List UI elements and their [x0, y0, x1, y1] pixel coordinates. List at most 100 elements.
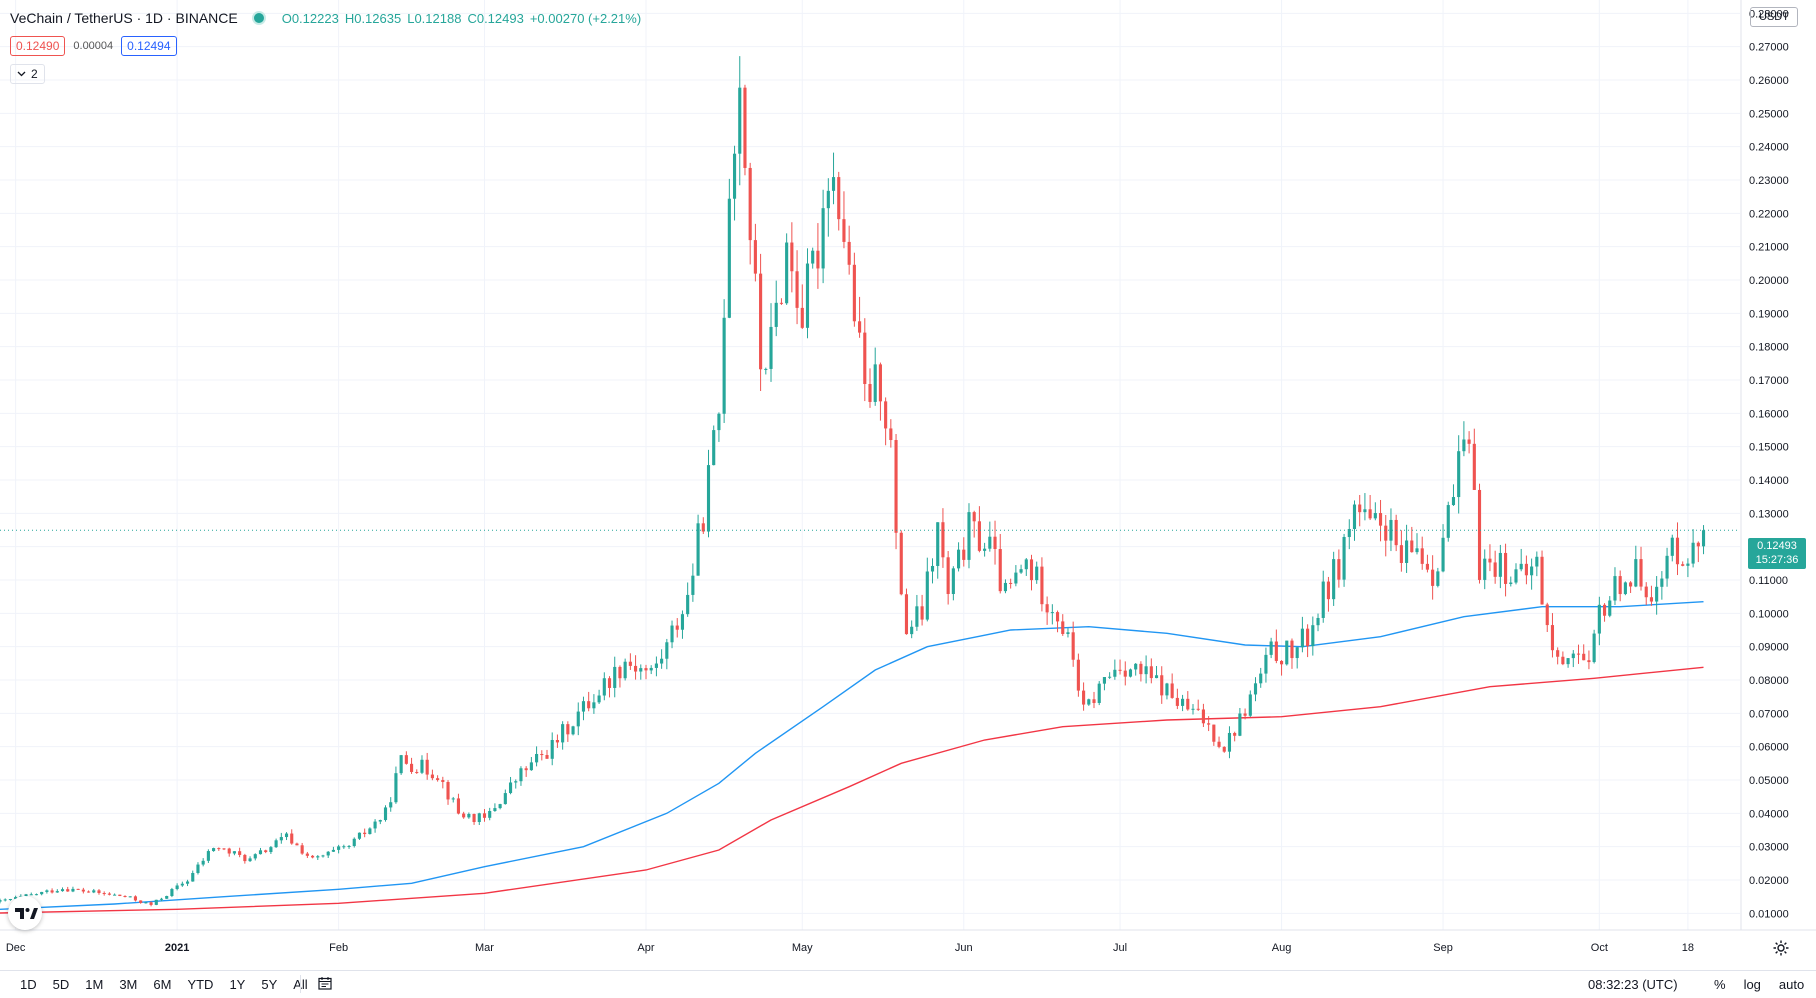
- candle: [0, 898, 2, 904]
- candle: [920, 594, 924, 626]
- candle-body: [910, 626, 914, 635]
- candle-body: [951, 568, 955, 595]
- candle: [514, 779, 518, 789]
- candle-body: [196, 864, 200, 873]
- candle-body: [1493, 562, 1497, 577]
- candle-body: [488, 811, 492, 818]
- candle-body: [972, 512, 976, 522]
- candle: [790, 222, 794, 293]
- candle: [1243, 708, 1247, 720]
- candle-body: [957, 549, 961, 569]
- candle: [222, 848, 226, 851]
- candle: [1024, 558, 1028, 576]
- candle-body: [1535, 556, 1539, 567]
- candle-body: [185, 881, 190, 884]
- candle: [326, 851, 330, 858]
- candle-body: [998, 549, 1002, 592]
- range-button-1y[interactable]: 1Y: [229, 977, 246, 992]
- candle: [1410, 526, 1414, 553]
- candle: [8, 898, 12, 901]
- ask-button[interactable]: 0.12494: [121, 36, 177, 56]
- candle-body: [1222, 746, 1226, 752]
- candle-body: [1269, 641, 1273, 655]
- goto-date-icon[interactable]: [318, 976, 332, 990]
- candle: [1128, 668, 1133, 678]
- candle: [1233, 731, 1237, 742]
- candle: [45, 889, 49, 894]
- candle: [352, 837, 356, 848]
- range-button-1d[interactable]: 1D: [20, 977, 37, 992]
- tradingview-logo[interactable]: [8, 896, 42, 930]
- range-button-3m[interactable]: 3M: [119, 977, 138, 992]
- candle: [71, 886, 75, 893]
- candle: [597, 689, 601, 705]
- candle-body: [347, 845, 351, 847]
- candle-body: [1483, 558, 1487, 580]
- candle-body: [795, 271, 799, 308]
- candle-body: [1441, 537, 1445, 572]
- log-scale-toggle[interactable]: log: [1743, 977, 1761, 992]
- utc-clock[interactable]: 08:32:23 (UTC): [1588, 977, 1678, 992]
- candle-body: [1014, 572, 1018, 584]
- y-tick-label: 0.17000: [1749, 375, 1789, 387]
- candle: [1337, 549, 1341, 588]
- range-button-1m[interactable]: 1M: [85, 977, 104, 992]
- candle: [503, 789, 507, 805]
- candle-body: [451, 798, 455, 800]
- candle-body: [212, 848, 216, 852]
- percent-scale-toggle[interactable]: %: [1714, 977, 1726, 992]
- candle: [1003, 579, 1008, 594]
- candle-body: [133, 896, 138, 901]
- indicators-toggle[interactable]: 2: [10, 64, 45, 84]
- currency-unit-badge[interactable]: USDT: [1750, 7, 1798, 27]
- x-tick-label: Mar: [475, 942, 494, 954]
- gear-icon[interactable]: [1772, 939, 1790, 957]
- range-button-6m[interactable]: 6M: [153, 977, 172, 992]
- candle: [1071, 621, 1075, 667]
- candle-body: [639, 668, 643, 672]
- candle-body: [503, 793, 507, 805]
- candle: [462, 811, 466, 819]
- candle-body: [1019, 569, 1023, 573]
- candle-body: [1384, 525, 1388, 541]
- candle-body: [743, 87, 747, 168]
- candle: [555, 734, 559, 748]
- candle: [1248, 690, 1252, 717]
- candle-body: [40, 891, 44, 895]
- range-button-5d[interactable]: 5D: [52, 977, 70, 992]
- candle: [847, 225, 851, 275]
- price-chart[interactable]: 0.01000 0.02000 0.03000 0.04000 0.05000 0.060…: [0, 0, 1816, 970]
- candle-body: [1576, 653, 1581, 655]
- candle: [936, 522, 940, 579]
- candle-body: [0, 900, 2, 902]
- candle: [342, 844, 346, 849]
- range-button-5y[interactable]: 5Y: [261, 977, 278, 992]
- candle: [842, 191, 846, 249]
- candle-body: [1550, 625, 1555, 651]
- candle-body: [1045, 604, 1049, 613]
- candle: [962, 537, 966, 567]
- candle-body: [1467, 439, 1471, 444]
- range-button-ytd[interactable]: YTD: [187, 977, 214, 992]
- candle: [274, 838, 278, 848]
- candle-body: [498, 804, 502, 809]
- candle: [212, 847, 216, 852]
- candle: [232, 851, 236, 856]
- candle-body: [154, 899, 158, 905]
- candle: [1097, 681, 1101, 706]
- symbol-legend[interactable]: VeChain / TetherUS · 1D · BINANCE O0.122…: [10, 10, 641, 26]
- candle-body: [680, 614, 685, 630]
- candle: [1566, 658, 1570, 668]
- candle-body: [206, 851, 210, 861]
- bid-button[interactable]: 0.12490: [10, 36, 66, 56]
- candle: [149, 901, 153, 907]
- candle-body: [425, 759, 429, 775]
- auto-scale-toggle[interactable]: auto: [1778, 977, 1805, 992]
- candle-body: [555, 739, 559, 743]
- candle-body: [1530, 566, 1534, 576]
- candle-body: [1368, 509, 1372, 519]
- candle-body: [691, 575, 695, 595]
- candle: [1623, 581, 1627, 596]
- candle-body: [915, 606, 919, 627]
- candle: [680, 610, 685, 639]
